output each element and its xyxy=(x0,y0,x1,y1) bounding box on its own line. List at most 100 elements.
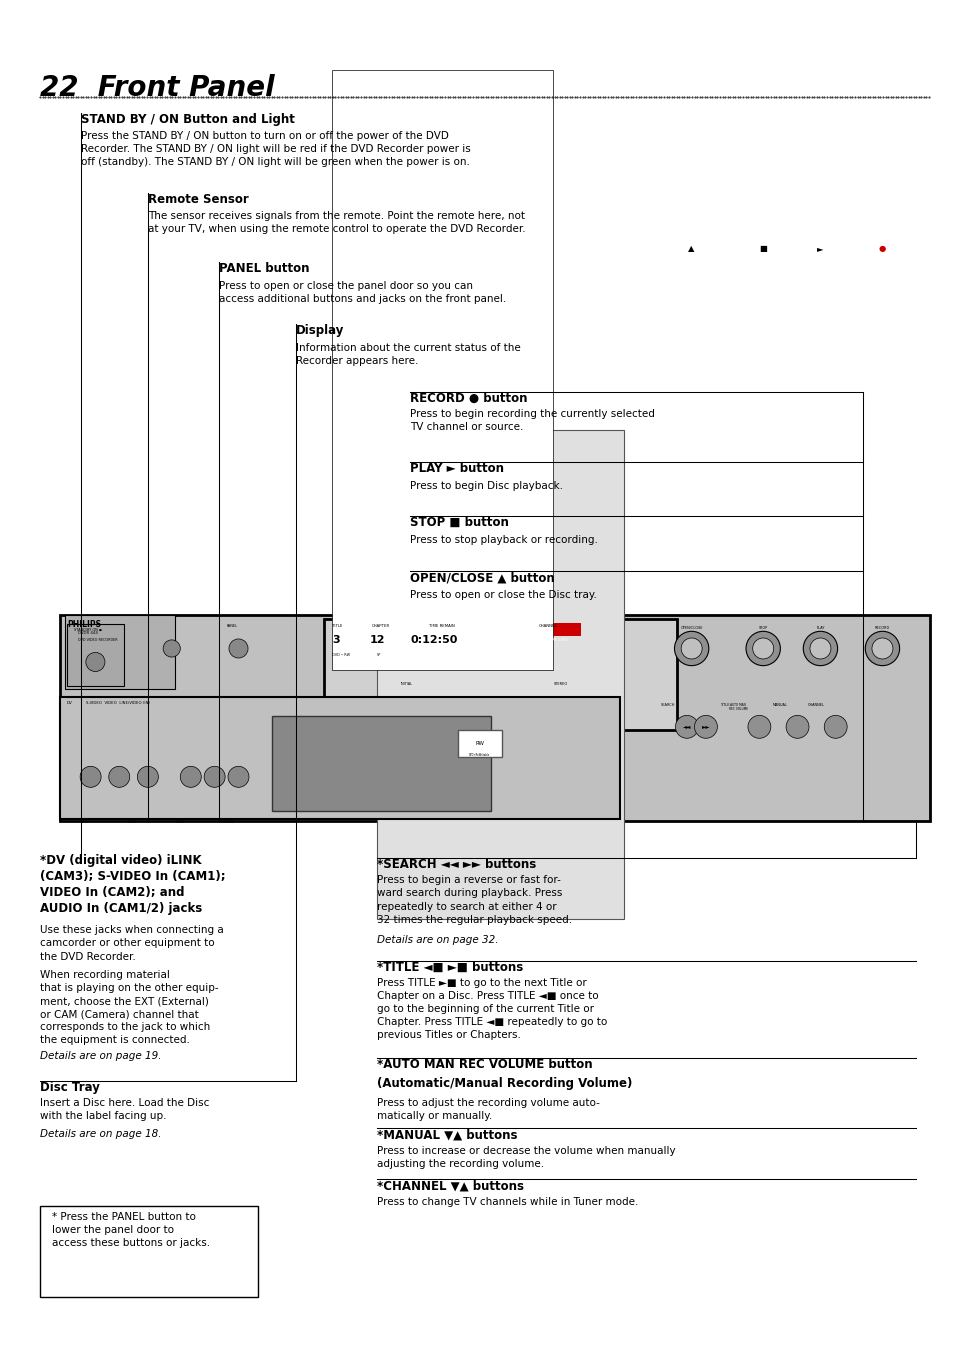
Text: CAM1: CAM1 xyxy=(127,820,136,824)
Text: Remote Sensor: Remote Sensor xyxy=(148,193,249,207)
Text: Disc Tray: Disc Tray xyxy=(40,1081,100,1094)
Bar xyxy=(324,619,677,730)
Text: Use these jacks when connecting a
camcorder or other equipment to
the DVD Record: Use these jacks when connecting a camcor… xyxy=(40,925,224,962)
Text: OPEN/CLOSE ▲ button: OPEN/CLOSE ▲ button xyxy=(410,571,555,585)
Text: TIME REMAIN: TIME REMAIN xyxy=(429,624,455,628)
Text: PANEL: PANEL xyxy=(227,624,238,628)
Text: Details are on page 18.: Details are on page 18. xyxy=(40,1129,161,1139)
Text: DVDR 444: DVDR 444 xyxy=(78,631,98,635)
Text: (Automatic/Manual Recording Volume): (Automatic/Manual Recording Volume) xyxy=(376,1077,632,1090)
Circle shape xyxy=(785,716,808,738)
Text: PHILIPS: PHILIPS xyxy=(67,620,101,630)
Text: INITIAL: INITIAL xyxy=(400,682,413,686)
Text: SEARCH: SEARCH xyxy=(659,703,675,707)
Text: *CHANNEL ▼▲ buttons: *CHANNEL ▼▲ buttons xyxy=(376,1179,523,1193)
Text: RECORD ● button: RECORD ● button xyxy=(410,392,527,405)
Text: ●: ● xyxy=(878,245,885,253)
Bar xyxy=(60,697,619,819)
Text: Press the STAND BY / ON button to turn on or off the power of the DVD
Recorder. : Press the STAND BY / ON button to turn o… xyxy=(81,131,471,168)
Circle shape xyxy=(204,766,225,788)
Text: *AUTO MAN REC VOLUME button: *AUTO MAN REC VOLUME button xyxy=(376,1058,592,1071)
Circle shape xyxy=(229,639,248,658)
Text: OPEN/CLOSE: OPEN/CLOSE xyxy=(679,626,702,630)
Circle shape xyxy=(823,716,846,738)
Text: Press TITLE ►■ to go to the next Title or
Chapter on a Disc. Press TITLE ◄■ once: Press TITLE ►■ to go to the next Title o… xyxy=(376,978,606,1040)
Circle shape xyxy=(228,766,249,788)
Text: When recording material
that is playing on the other equip-
ment, choose the EXT: When recording material that is playing … xyxy=(40,970,218,1046)
Text: ►►: ►► xyxy=(701,724,709,730)
Circle shape xyxy=(675,716,698,738)
Text: STAND/BY ON ●: STAND/BY ON ● xyxy=(74,628,102,632)
Text: 22  Front Panel: 22 Front Panel xyxy=(40,74,274,103)
Circle shape xyxy=(180,766,201,788)
Text: DVD+ReWritable: DVD+ReWritable xyxy=(469,753,490,757)
Circle shape xyxy=(752,638,773,659)
Text: STOP ■ button: STOP ■ button xyxy=(410,516,509,530)
Text: *MANUAL ▼▲ buttons: *MANUAL ▼▲ buttons xyxy=(376,1128,517,1142)
Text: ▲: ▲ xyxy=(688,245,694,253)
Text: 12: 12 xyxy=(369,635,384,644)
Text: *SEARCH ◄◄ ►► buttons: *SEARCH ◄◄ ►► buttons xyxy=(376,858,536,871)
Text: 0:12:50: 0:12:50 xyxy=(410,635,457,644)
Circle shape xyxy=(163,640,180,657)
Text: The sensor receives signals from the remote. Point the remote here, not
at your : The sensor receives signals from the rem… xyxy=(148,211,525,234)
Bar xyxy=(40,1206,257,1297)
Text: * Press the PANEL button to
lower the panel door to
access these buttons or jack: * Press the PANEL button to lower the pa… xyxy=(52,1212,211,1248)
Bar xyxy=(67,624,124,686)
Text: SP: SP xyxy=(376,653,381,657)
Text: CAM3: CAM3 xyxy=(79,820,89,824)
Text: Press to adjust the recording volume auto-
matically or manually.: Press to adjust the recording volume aut… xyxy=(376,1098,599,1121)
Circle shape xyxy=(747,716,770,738)
Circle shape xyxy=(137,766,158,788)
Circle shape xyxy=(109,766,130,788)
Text: Press to begin recording the currently selected
TV channel or source.: Press to begin recording the currently s… xyxy=(410,409,655,432)
Bar xyxy=(272,716,491,811)
Text: PLAY: PLAY xyxy=(816,626,823,630)
Text: Details are on page 32.: Details are on page 32. xyxy=(376,935,497,944)
Text: AUTO MAN
REC VOLUME: AUTO MAN REC VOLUME xyxy=(728,703,747,711)
Text: Press to begin a reverse or fast for-
ward search during playback. Press
repeate: Press to begin a reverse or fast for- wa… xyxy=(376,875,572,924)
Circle shape xyxy=(86,653,105,671)
Bar xyxy=(377,430,623,919)
Text: Press to open or close the panel door so you can
access additional buttons and j: Press to open or close the panel door so… xyxy=(219,281,506,304)
Bar xyxy=(332,70,553,670)
Bar xyxy=(538,623,580,636)
Text: DV: DV xyxy=(67,701,72,705)
Bar xyxy=(457,730,501,757)
Text: CHANNEL: CHANNEL xyxy=(538,624,558,628)
Bar xyxy=(60,615,929,821)
Circle shape xyxy=(745,631,780,666)
Circle shape xyxy=(871,638,892,659)
Text: CAM2: CAM2 xyxy=(174,820,184,824)
Text: DVD • RW: DVD • RW xyxy=(332,653,350,657)
Text: TITLE: TITLE xyxy=(332,624,342,628)
Text: ◄◄: ◄◄ xyxy=(682,724,690,730)
Text: STEREO: STEREO xyxy=(553,682,567,686)
Text: ►: ► xyxy=(817,245,822,253)
Text: *DV (digital video) iLINK
(CAM3); S-VIDEO In (CAM1);
VIDEO In (CAM2); and
AUDIO : *DV (digital video) iLINK (CAM3); S-VIDE… xyxy=(40,854,226,915)
Circle shape xyxy=(802,631,837,666)
Text: CAM1/2: CAM1/2 xyxy=(220,820,233,824)
Text: Press to open or close the Disc tray.: Press to open or close the Disc tray. xyxy=(410,590,597,600)
Text: *TITLE ◄■ ►■ buttons: *TITLE ◄■ ►■ buttons xyxy=(376,961,522,974)
Text: Press to stop playback or recording.: Press to stop playback or recording. xyxy=(410,535,598,544)
Text: MANUAL: MANUAL xyxy=(772,703,787,707)
Circle shape xyxy=(694,716,717,738)
Text: RECORD: RECORD xyxy=(874,626,889,630)
Circle shape xyxy=(809,638,830,659)
Text: STAND BY / ON Button and Light: STAND BY / ON Button and Light xyxy=(81,113,294,127)
Circle shape xyxy=(864,631,899,666)
Text: STOP: STOP xyxy=(758,626,767,630)
Text: TITLE: TITLE xyxy=(720,703,729,707)
Text: S-VIDEO  VIDEO  LINE/VIDEO (IN): S-VIDEO VIDEO LINE/VIDEO (IN) xyxy=(86,701,150,705)
Text: Insert a Disc here. Load the Disc
with the label facing up.: Insert a Disc here. Load the Disc with t… xyxy=(40,1098,210,1135)
Circle shape xyxy=(80,766,101,788)
Text: Press to increase or decrease the volume when manually
adjusting the recording v: Press to increase or decrease the volume… xyxy=(376,1146,675,1169)
Text: Press to begin Disc playback.: Press to begin Disc playback. xyxy=(410,481,562,490)
Circle shape xyxy=(674,631,708,666)
Text: CHAPTER: CHAPTER xyxy=(372,624,390,628)
Text: RW: RW xyxy=(475,740,484,746)
Bar xyxy=(65,615,174,689)
Text: Press to change TV channels while in Tuner mode.: Press to change TV channels while in Tun… xyxy=(376,1197,638,1206)
Text: ■: ■ xyxy=(759,245,766,253)
